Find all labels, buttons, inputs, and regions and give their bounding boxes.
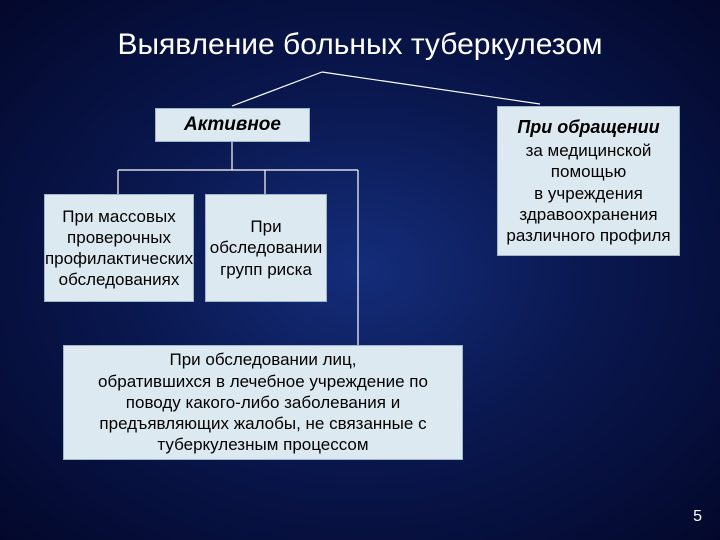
- node-risk: При обследовании групп риска: [205, 194, 327, 302]
- node-clinic-label: При обследовании лиц, обратившихся в леч…: [72, 349, 454, 455]
- node-active: Активное: [155, 108, 310, 142]
- node-risk-label: При обследовании групп риска: [210, 216, 323, 280]
- node-passive-head: При обращении: [517, 116, 659, 139]
- slide: Выявление больных туберкулезом Активное …: [0, 0, 720, 540]
- node-active-label: Активное: [184, 113, 281, 137]
- node-mass: При массовых проверочных профилактически…: [44, 194, 194, 302]
- node-passive-sub: за медицинской помощью в учреждения здра…: [506, 140, 671, 246]
- slide-title: Выявление больных туберкулезом: [0, 28, 720, 62]
- page-number: 5: [693, 508, 702, 526]
- node-passive: При обращении за медицинской помощью в у…: [497, 106, 680, 256]
- node-mass-label: При массовых проверочных профилактически…: [45, 206, 193, 291]
- node-clinic: При обследовании лиц, обратившихся в леч…: [63, 345, 463, 460]
